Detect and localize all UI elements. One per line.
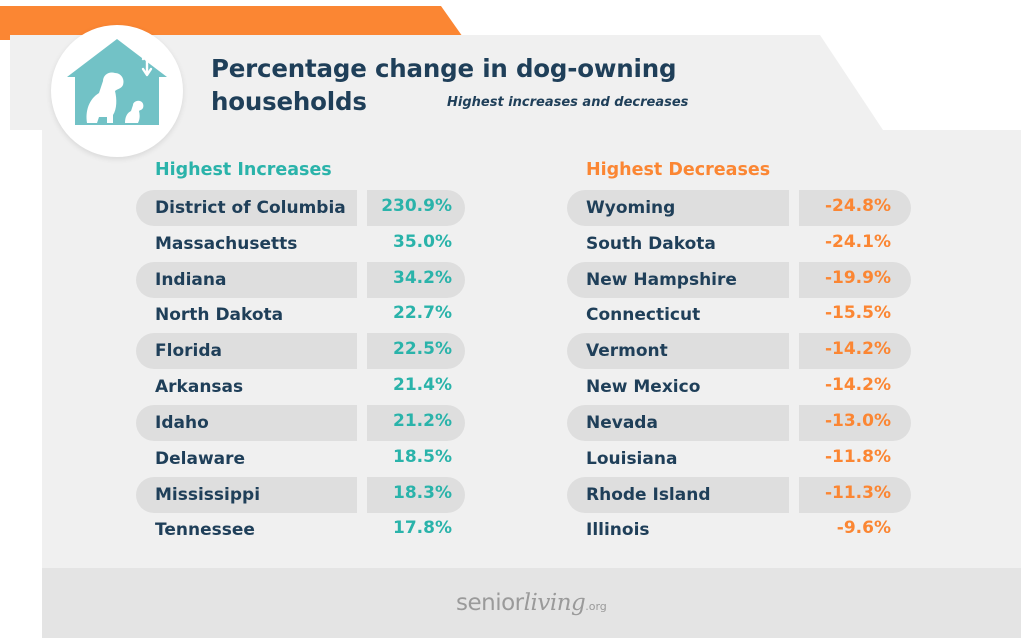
state-name: Tennessee [155, 520, 255, 541]
table-row: New Hampshire -19.9% [567, 261, 913, 298]
percent-value: -11.8% [824, 446, 891, 467]
page-title: Percentage change in dog-owning househol… [211, 54, 677, 116]
percent-value: 230.9% [381, 196, 452, 216]
table-row: Tennessee 17.8% [136, 512, 466, 548]
house-dog-icon [67, 39, 167, 125]
state-name: District of Columbia [155, 198, 346, 218]
percent-value: -14.2% [824, 339, 891, 360]
state-name: Mississippi [155, 484, 261, 505]
page-subtitle: Highest increases and decreases [447, 95, 689, 110]
state-name: Arkansas [155, 377, 244, 398]
table-row: Rhode Island -11.3% [567, 476, 913, 513]
percent-value: -11.3% [824, 482, 891, 503]
state-name: North Dakota [155, 305, 284, 326]
table-row: Louisiana -11.8% [567, 441, 913, 477]
percent-value: 18.3% [393, 482, 452, 503]
brand-logo: seniorliving.org [456, 590, 607, 616]
percent-value: 22.7% [393, 303, 452, 324]
percent-value: 34.2% [393, 267, 452, 288]
table-row: Delaware 18.5% [136, 441, 466, 477]
state-name: Nevada [586, 412, 658, 433]
decreases-table: Wyoming -24.8% South Dakota -24.1% New H… [567, 190, 913, 548]
percent-value: -24.1% [824, 231, 891, 252]
top-accent-band [0, 6, 465, 40]
table-row: Florida 22.5% [136, 333, 466, 370]
state-name: Wyoming [586, 198, 676, 218]
table-row: Vermont -14.2% [567, 333, 913, 370]
table-row: Illinois -9.6% [567, 512, 913, 548]
table-row: Idaho 21.2% [136, 404, 466, 441]
percent-value: 35.0% [393, 231, 452, 252]
table-row: District of Columbia 230.9% [136, 190, 466, 226]
state-name: New Mexico [586, 377, 701, 398]
table-row: Nevada -13.0% [567, 404, 913, 441]
table-row: Connecticut -15.5% [567, 297, 913, 333]
increases-heading: Highest Increases [155, 160, 332, 180]
brand-tld: .org [585, 600, 607, 613]
increases-table: District of Columbia 230.9% Massachusett… [136, 190, 466, 548]
state-name: Louisiana [586, 448, 678, 469]
state-name: Florida [155, 341, 222, 362]
percent-value: -13.0% [824, 410, 891, 431]
state-name: Connecticut [586, 305, 701, 326]
state-name: Delaware [155, 448, 246, 469]
percent-value: 17.8% [393, 518, 452, 539]
decreases-heading: Highest Decreases [586, 160, 771, 180]
table-row: Arkansas 21.4% [136, 369, 466, 405]
percent-value: 21.4% [393, 375, 452, 396]
table-row: South Dakota -24.1% [567, 226, 913, 262]
table-row: Indiana 34.2% [136, 261, 466, 298]
percent-value: -9.6% [836, 518, 891, 539]
percent-value: 18.5% [393, 446, 452, 467]
percent-value: 22.5% [393, 339, 452, 360]
state-name: Massachusetts [155, 233, 298, 254]
percent-value: 21.2% [393, 410, 452, 431]
brand-part2: living [523, 590, 586, 616]
percent-value: -24.8% [824, 196, 891, 216]
percent-value: -15.5% [824, 303, 891, 324]
table-row: New Mexico -14.2% [567, 369, 913, 405]
percent-value: -19.9% [824, 267, 891, 288]
percent-value: -14.2% [824, 375, 891, 396]
state-name: Vermont [586, 341, 668, 362]
state-name: Indiana [155, 269, 227, 290]
table-row: North Dakota 22.7% [136, 297, 466, 333]
brand-part1: senior [456, 590, 524, 616]
footer-band [42, 568, 1021, 638]
table-row: Wyoming -24.8% [567, 190, 913, 226]
state-name: Illinois [586, 520, 650, 541]
state-name: South Dakota [586, 233, 716, 254]
table-row: Mississippi 18.3% [136, 476, 466, 513]
state-name: Idaho [155, 412, 209, 433]
state-name: Rhode Island [586, 484, 711, 505]
state-name: New Hampshire [586, 269, 737, 290]
table-row: Massachusetts 35.0% [136, 226, 466, 262]
logo-badge [51, 25, 183, 157]
